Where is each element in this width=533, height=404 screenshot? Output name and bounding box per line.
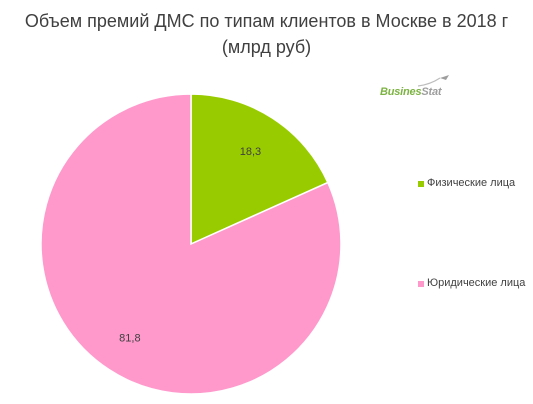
- chart-title-line1: Объем премий ДМС по типам клиентов в Мос…: [24, 11, 509, 31]
- chart-title: Объем премий ДМС по типам клиентов в Мос…: [0, 8, 533, 60]
- logo-text-stat: Stat: [421, 86, 442, 98]
- legend-label-legal: Юридические лица: [427, 277, 526, 289]
- legend-swatch-physical: [418, 181, 424, 187]
- pie-slice-physical: [190, 93, 329, 246]
- pie-slice-legal: [40, 93, 342, 395]
- businesstat-logo: BusinesStat: [380, 74, 460, 104]
- data-label-legal: 81,8: [119, 332, 140, 344]
- logo-text-business: Busines: [380, 86, 422, 98]
- data-label-physical: 18,3: [240, 146, 261, 158]
- pie-slices: [40, 93, 342, 395]
- legend-label-physical: Физические лица: [427, 177, 516, 189]
- chart-title-line2: (млрд руб): [221, 37, 312, 57]
- legend-swatch-legal: [418, 281, 424, 287]
- logo-swoosh-icon: [417, 75, 449, 87]
- pie-data-labels: 18,3 81,8: [119, 146, 261, 344]
